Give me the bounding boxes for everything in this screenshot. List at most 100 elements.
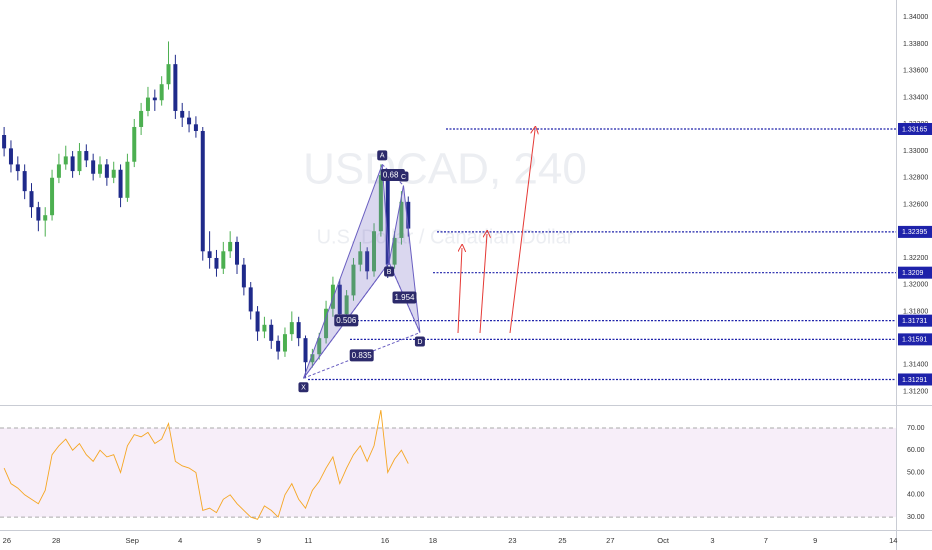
x-tick-label: 9 bbox=[257, 536, 261, 545]
candle-body bbox=[303, 338, 308, 363]
level-tag bbox=[898, 333, 932, 346]
ratio-label: 0.506 bbox=[336, 316, 357, 325]
y-tick-label: 1.33400 bbox=[903, 94, 928, 101]
candle-body bbox=[200, 130, 205, 252]
candle-body bbox=[2, 135, 7, 149]
x-tick-label: 18 bbox=[429, 536, 437, 545]
x-tick-label: 14 bbox=[889, 536, 897, 545]
candle-body bbox=[166, 64, 171, 85]
candle-body bbox=[310, 354, 315, 363]
x-tick-label: 26 bbox=[3, 536, 11, 545]
x-tick-label: 11 bbox=[304, 536, 312, 545]
candle-body bbox=[378, 175, 383, 232]
candle-body bbox=[317, 338, 322, 355]
level-tag bbox=[898, 266, 932, 279]
candle-body bbox=[358, 251, 363, 265]
x-tick-label: 25 bbox=[558, 536, 566, 545]
watermark-symbol: USDCAD, 240 bbox=[303, 145, 587, 194]
arrows bbox=[457, 130, 535, 334]
candle-body bbox=[36, 207, 41, 221]
candle-body bbox=[159, 84, 164, 101]
candle-body bbox=[98, 164, 103, 174]
x-tick-label: 16 bbox=[381, 536, 389, 545]
ratio-box bbox=[349, 349, 374, 362]
x-tick-label: 27 bbox=[606, 536, 614, 545]
candle-body bbox=[173, 64, 178, 111]
candle-body bbox=[132, 126, 137, 162]
level-tag bbox=[898, 225, 932, 238]
pattern-point-label: D bbox=[417, 339, 422, 346]
candle-body bbox=[351, 264, 356, 296]
candle-body bbox=[276, 340, 281, 352]
y-tick-label: 1.32800 bbox=[903, 175, 928, 182]
x-tick-label: 3 bbox=[710, 536, 714, 545]
y-tick-label: 1.33600 bbox=[903, 68, 928, 75]
candle-body bbox=[406, 201, 411, 229]
candle-body bbox=[269, 324, 274, 341]
candle-body bbox=[399, 201, 404, 238]
ratio-label: 0.835 bbox=[352, 351, 373, 360]
candle-body bbox=[145, 97, 150, 111]
candle-body bbox=[255, 311, 260, 332]
level-label: 1.31291 bbox=[902, 377, 927, 384]
pattern-point bbox=[398, 171, 409, 182]
level-tag bbox=[898, 373, 932, 386]
candle-body bbox=[241, 264, 246, 288]
y-tick-label: 1.34000 bbox=[903, 14, 928, 21]
candle-body bbox=[111, 169, 116, 178]
rsi-tick-label: 40.00 bbox=[907, 492, 925, 499]
pattern-point-label: B bbox=[387, 269, 392, 276]
y-tick-label: 1.31200 bbox=[903, 388, 928, 395]
x-tick-label: 4 bbox=[178, 536, 182, 545]
level-label: 1.33165 bbox=[902, 126, 927, 133]
candle-body bbox=[56, 164, 61, 178]
rsi-band bbox=[0, 427, 896, 518]
candle-body bbox=[324, 308, 329, 339]
candle-body bbox=[22, 171, 27, 192]
ratio-box bbox=[392, 291, 417, 304]
candle-body bbox=[70, 156, 75, 172]
candle-body bbox=[43, 215, 48, 221]
pattern-point bbox=[298, 382, 309, 393]
candle-body bbox=[392, 237, 397, 265]
candle-body bbox=[84, 151, 89, 161]
y-tick-label: 1.32200 bbox=[903, 255, 928, 262]
candle-body bbox=[289, 322, 294, 335]
candle-body bbox=[104, 164, 109, 178]
candle-body bbox=[296, 322, 301, 339]
y-tick-label: 1.33800 bbox=[903, 41, 928, 48]
rsi-tick-label: 60.00 bbox=[907, 447, 925, 454]
candle-body bbox=[330, 284, 335, 309]
pattern-leg bbox=[388, 262, 421, 333]
pattern-point-label: C bbox=[401, 174, 406, 181]
candle-body bbox=[193, 124, 198, 131]
candle-body bbox=[235, 241, 240, 265]
candle-body bbox=[282, 334, 287, 352]
candle-body bbox=[125, 161, 130, 198]
candle-body bbox=[29, 191, 34, 208]
candle-body bbox=[207, 251, 212, 258]
candle-body bbox=[337, 284, 342, 315]
arrow bbox=[509, 130, 535, 334]
y-tick-label: 1.31400 bbox=[903, 362, 928, 369]
y-tick-label: 1.32600 bbox=[903, 201, 928, 208]
candle-body bbox=[118, 169, 123, 198]
y-tick-label: 1.31800 bbox=[903, 308, 928, 315]
level-label: 1.32395 bbox=[902, 229, 927, 236]
ratio-label: 0.681 bbox=[383, 171, 404, 180]
x-tick-label: 9 bbox=[813, 536, 817, 545]
ratio-label: 1.954 bbox=[394, 293, 415, 302]
candle-body bbox=[50, 177, 55, 216]
pattern-point bbox=[377, 150, 388, 161]
arrow bbox=[479, 234, 487, 334]
candle-body bbox=[385, 175, 390, 265]
level-tag bbox=[898, 314, 932, 327]
pattern-point-label: X bbox=[301, 385, 306, 392]
level-label: 1.31591 bbox=[902, 337, 927, 344]
candle-body bbox=[152, 97, 157, 101]
candle-body bbox=[91, 160, 96, 174]
level-label: 1.3209 bbox=[902, 270, 924, 277]
